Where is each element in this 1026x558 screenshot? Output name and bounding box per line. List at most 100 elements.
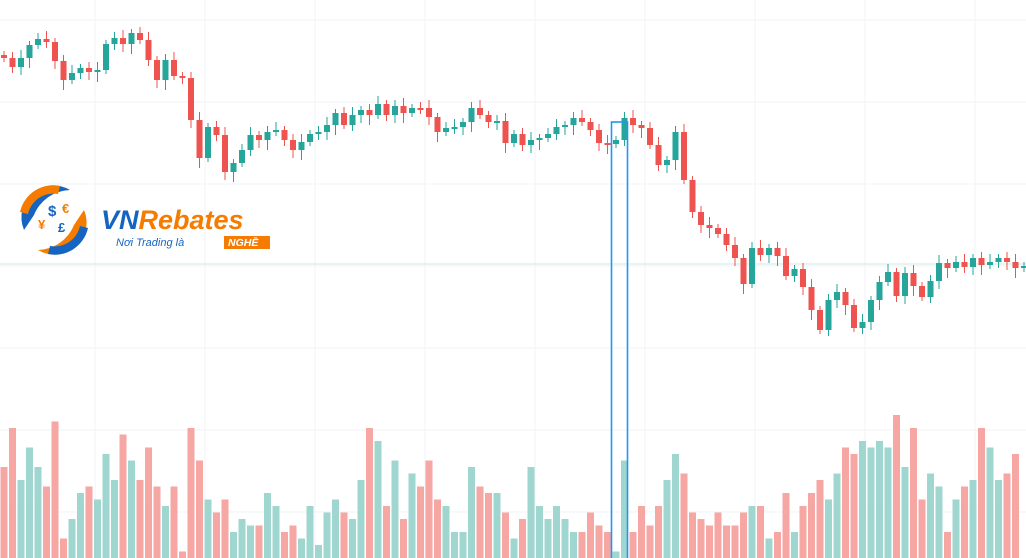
candle-body bbox=[52, 42, 58, 61]
volume-bar bbox=[77, 493, 84, 558]
volume-bar bbox=[655, 506, 662, 558]
candle-body bbox=[868, 300, 874, 322]
volume-bar bbox=[434, 499, 441, 558]
candle-body bbox=[128, 33, 135, 44]
volume-bar bbox=[400, 519, 407, 558]
volume-bar bbox=[672, 454, 679, 558]
candle-body bbox=[341, 113, 347, 125]
volume-bar bbox=[51, 421, 59, 558]
volume-bar bbox=[26, 447, 33, 558]
volume-bar bbox=[595, 525, 603, 558]
volume-bar bbox=[281, 532, 288, 558]
volume-bar bbox=[918, 499, 926, 558]
volume-bar bbox=[978, 428, 985, 558]
candle-body bbox=[86, 68, 92, 72]
candle-body bbox=[519, 134, 526, 145]
volume-bar bbox=[952, 499, 960, 558]
volume-bar bbox=[731, 525, 739, 558]
candle-body bbox=[43, 39, 50, 42]
candle-body bbox=[961, 262, 968, 267]
candle-body bbox=[443, 128, 449, 132]
volume-bar bbox=[740, 512, 747, 558]
yen-glyph: ¥ bbox=[38, 217, 46, 232]
candle-body bbox=[120, 38, 126, 44]
candle-body bbox=[783, 256, 789, 276]
volume-bar bbox=[255, 525, 263, 558]
candle-body bbox=[103, 44, 109, 70]
volume-bar bbox=[570, 532, 577, 558]
candle-body bbox=[222, 135, 228, 172]
candle-body bbox=[570, 118, 577, 125]
volume-bar bbox=[689, 512, 696, 558]
volume-bar bbox=[68, 519, 76, 558]
volume-bar bbox=[247, 525, 254, 558]
volume-bar bbox=[162, 506, 169, 558]
volume-bar bbox=[536, 506, 543, 558]
volume-bar bbox=[272, 506, 280, 558]
volume-bar bbox=[340, 512, 348, 558]
volume-bar bbox=[425, 460, 433, 558]
brand-part-vn: VN bbox=[101, 205, 139, 235]
volume-bar bbox=[604, 532, 611, 558]
tagline-badge: NGHỀ bbox=[228, 236, 259, 249]
candle-body bbox=[970, 258, 976, 267]
volume-bar bbox=[459, 532, 467, 558]
volume-bars bbox=[0, 415, 1019, 558]
volume-bar bbox=[85, 486, 93, 558]
volume-bar bbox=[884, 447, 892, 558]
candle-body bbox=[485, 115, 492, 122]
volume-bar bbox=[0, 467, 8, 558]
candle-body bbox=[681, 132, 687, 180]
volume-bar bbox=[298, 538, 305, 558]
candle-body bbox=[281, 130, 288, 140]
volume-bar bbox=[493, 493, 501, 558]
volume-bar bbox=[893, 415, 900, 558]
volume-bar bbox=[876, 441, 883, 558]
candle-body bbox=[919, 286, 925, 297]
candle-body bbox=[273, 130, 279, 132]
volume-bar bbox=[468, 467, 475, 558]
volume-bar bbox=[748, 506, 756, 558]
volume-bar bbox=[612, 551, 620, 558]
candle-body bbox=[528, 140, 534, 145]
candle-body bbox=[451, 127, 458, 129]
volume-bar bbox=[136, 480, 144, 558]
candle-body bbox=[536, 138, 543, 140]
candle-body bbox=[230, 163, 237, 172]
candle-body bbox=[239, 150, 245, 163]
volume-bar bbox=[34, 467, 42, 558]
candle-body bbox=[859, 322, 866, 328]
candle-body bbox=[468, 108, 475, 122]
candle-body bbox=[978, 258, 985, 265]
volume-bar bbox=[442, 506, 450, 558]
candle-body bbox=[358, 110, 364, 115]
candle-body bbox=[502, 121, 509, 143]
volume-bar bbox=[332, 499, 339, 558]
candle-body bbox=[18, 58, 24, 67]
candle-body bbox=[477, 108, 483, 115]
candle-body bbox=[596, 130, 602, 143]
candle-body bbox=[188, 78, 194, 120]
candle-body bbox=[26, 45, 33, 58]
volume-bar bbox=[519, 519, 526, 558]
volume-bar bbox=[774, 532, 781, 558]
candle-body bbox=[655, 145, 662, 165]
candle-body bbox=[834, 292, 840, 300]
volume-bar bbox=[179, 551, 186, 558]
volume-bar bbox=[825, 499, 832, 558]
volume-bar bbox=[196, 460, 203, 558]
volume-bar bbox=[799, 506, 807, 558]
volume-bar bbox=[60, 538, 67, 558]
candle-body bbox=[349, 115, 356, 125]
volume-bar bbox=[935, 486, 943, 558]
candle-body bbox=[298, 142, 305, 150]
volume-bar bbox=[621, 460, 628, 558]
candle-body bbox=[154, 60, 160, 80]
candle-body bbox=[579, 118, 585, 122]
candle-body bbox=[171, 60, 177, 76]
candle-body bbox=[825, 300, 832, 330]
candle-body bbox=[494, 121, 500, 123]
candle-body bbox=[562, 125, 568, 127]
